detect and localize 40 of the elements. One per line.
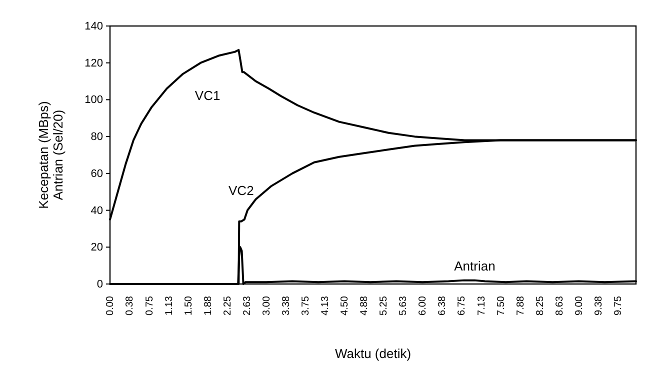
x-tick-label: 6.00 <box>418 296 429 316</box>
x-tick-label: 4.88 <box>359 296 370 316</box>
x-tick-label: 5.25 <box>378 296 390 316</box>
x-tick-label: 9.00 <box>574 296 585 316</box>
x-tick-label: 3.75 <box>300 296 312 316</box>
x-axis-title: Waktu (detik) <box>334 346 412 361</box>
x-tick-label: 6.38 <box>437 296 448 316</box>
x-tick-label: 7.88 <box>515 296 526 316</box>
x-tick-label: 3.00 <box>261 296 272 316</box>
x-tick-label: 0.00 <box>105 296 116 316</box>
x-tick-label: 2.25 <box>222 296 234 316</box>
x-tick-label: 7.13 <box>476 296 488 316</box>
series-label: VC1 <box>194 88 220 103</box>
x-tick-label: 2.63 <box>242 296 253 316</box>
y-tick-label: 0 <box>96 278 103 291</box>
y-tick-label: 120 <box>84 57 103 70</box>
x-tick-label: 0.75 <box>144 296 156 316</box>
y-tick-label: 20 <box>90 242 103 254</box>
y-tick-label: 60 <box>90 168 103 180</box>
x-tick-label: 5.63 <box>398 296 410 316</box>
x-tick-label: 9.38 <box>593 296 604 316</box>
y-tick-label: 100 <box>84 94 103 106</box>
x-tick-label: 0.38 <box>124 296 136 316</box>
x-tick-label: 8.63 <box>554 296 566 316</box>
x-tick-label: 7.50 <box>496 296 507 316</box>
x-tick-label: 4.13 <box>320 296 332 316</box>
x-tick-label: 1.13 <box>164 296 175 316</box>
y-axis-title: Kecepatan (MBps) Antrian (Sel/20) <box>36 101 66 209</box>
x-tick-label: 1.50 <box>183 296 194 316</box>
x-tick-label: 9.75 <box>612 296 624 316</box>
x-tick-label: 4.50 <box>340 296 351 316</box>
y-tick-label: 80 <box>90 131 103 144</box>
x-tick-label: 1.88 <box>202 296 214 316</box>
x-tick-label: 6.75 <box>456 296 468 316</box>
y-tick-label: 40 <box>90 204 103 217</box>
series-label: VC2 <box>228 183 254 198</box>
y-tick-label: 140 <box>84 20 103 33</box>
x-tick-label: 8.25 <box>534 296 546 316</box>
series-label: Antrian <box>454 258 496 274</box>
x-tick-label: 3.38 <box>280 296 292 316</box>
